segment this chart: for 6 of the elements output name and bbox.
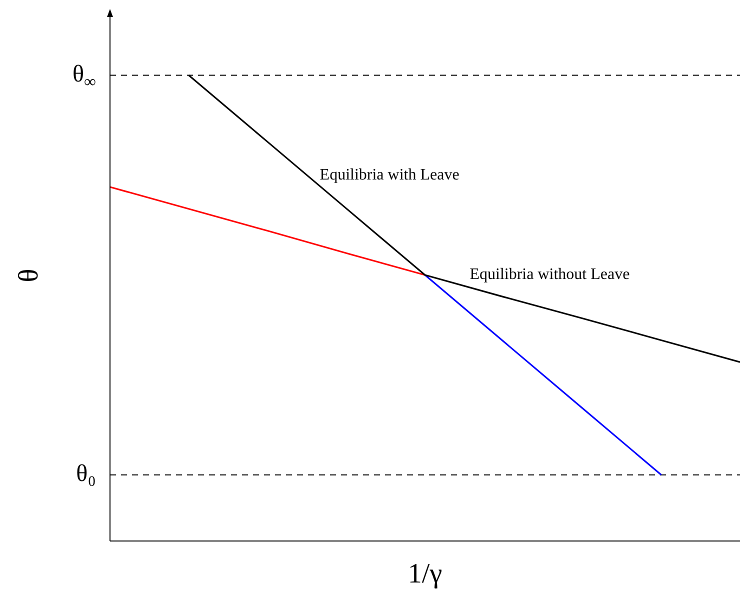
x-axis-title: 1/γ xyxy=(408,558,442,590)
annotation: Equilibria with Leave xyxy=(320,166,460,184)
ref-line-label: θ∞ xyxy=(72,62,96,91)
ref-line-label: θ₀ xyxy=(76,461,96,488)
annotation: Equilibria without Leave xyxy=(470,266,630,284)
y-axis-title: θ xyxy=(13,268,44,282)
